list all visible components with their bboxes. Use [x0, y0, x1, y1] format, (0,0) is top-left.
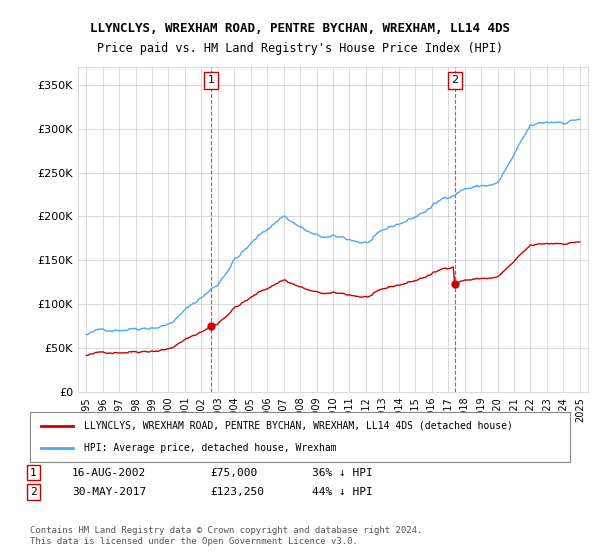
Text: 1: 1 [30, 468, 37, 478]
Text: 36% ↓ HPI: 36% ↓ HPI [312, 468, 373, 478]
Text: 30-MAY-2017: 30-MAY-2017 [72, 487, 146, 497]
Text: LLYNCLYS, WREXHAM ROAD, PENTRE BYCHAN, WREXHAM, LL14 4DS: LLYNCLYS, WREXHAM ROAD, PENTRE BYCHAN, W… [90, 22, 510, 35]
Text: LLYNCLYS, WREXHAM ROAD, PENTRE BYCHAN, WREXHAM, LL14 4DS (detached house): LLYNCLYS, WREXHAM ROAD, PENTRE BYCHAN, W… [84, 421, 513, 431]
Text: £75,000: £75,000 [210, 468, 257, 478]
Text: £123,250: £123,250 [210, 487, 264, 497]
Text: 2: 2 [30, 487, 37, 497]
Text: 44% ↓ HPI: 44% ↓ HPI [312, 487, 373, 497]
Text: 2: 2 [451, 76, 458, 85]
Text: Price paid vs. HM Land Registry's House Price Index (HPI): Price paid vs. HM Land Registry's House … [97, 42, 503, 55]
Text: 1: 1 [208, 76, 215, 85]
Text: 16-AUG-2002: 16-AUG-2002 [72, 468, 146, 478]
Text: HPI: Average price, detached house, Wrexham: HPI: Average price, detached house, Wrex… [84, 443, 337, 453]
Text: Contains HM Land Registry data © Crown copyright and database right 2024.
This d: Contains HM Land Registry data © Crown c… [30, 526, 422, 546]
